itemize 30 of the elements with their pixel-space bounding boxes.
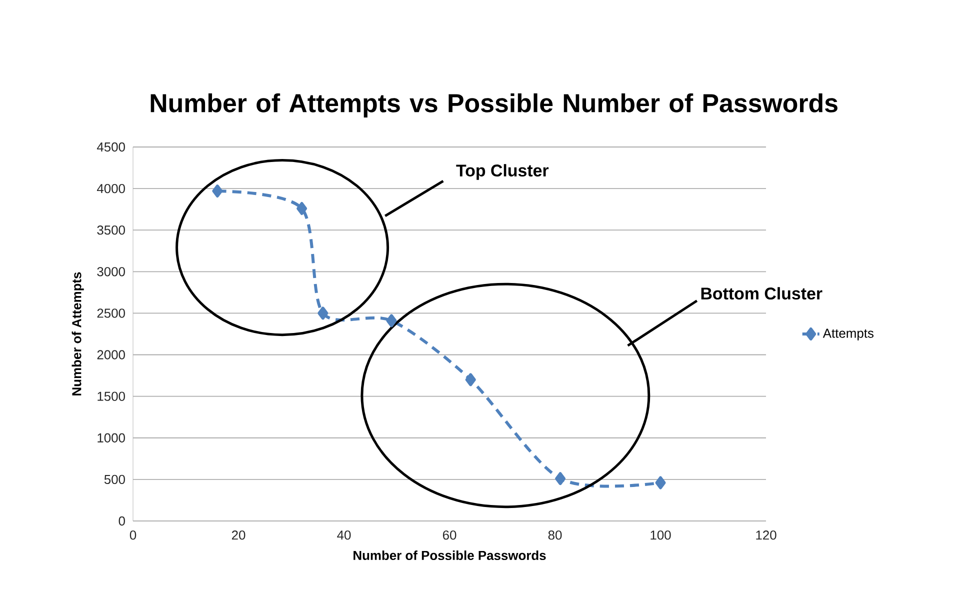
x-tick-label: 40 (337, 530, 351, 540)
chart-title: Number of Attempts vs Possible Number of Passwords (150, 93, 838, 118)
y-tick-label: 1500 (98, 392, 125, 401)
x-axis-title: Number of Possible Passwords (354, 550, 546, 560)
y-tick-label: 0 (118, 516, 125, 526)
point (296, 202, 308, 215)
y-tick-label: 4500 (96, 142, 125, 152)
y-tick-label: 2500 (97, 308, 125, 318)
x-tick-label: 20 (232, 530, 246, 540)
y-axis-title: Number of Attempts (72, 272, 84, 396)
y-tick-label: 3000 (97, 267, 125, 276)
x-tick-label: 100 (650, 530, 671, 540)
point (318, 306, 328, 320)
y-tick-label: 500 (104, 474, 125, 484)
x-tick-label: 60 (442, 530, 456, 540)
point (465, 373, 476, 386)
x-tick-label: 120 (756, 530, 776, 540)
legend-label: Attempts (822, 328, 874, 340)
y-tick-label: 1000 (98, 433, 125, 442)
y-tick-label: 3500 (97, 226, 125, 235)
annotation: Bottom Cluster (701, 287, 822, 300)
annotation: Top Cluster (456, 164, 549, 180)
point (655, 476, 666, 490)
x-tick-label: 80 (548, 530, 562, 540)
x-tick-label: 0 (130, 530, 136, 540)
y-tick-label: 4000 (96, 184, 125, 194)
point (212, 184, 223, 198)
point (555, 472, 566, 486)
y-tick-label: 2000 (97, 350, 125, 360)
point (386, 314, 397, 328)
